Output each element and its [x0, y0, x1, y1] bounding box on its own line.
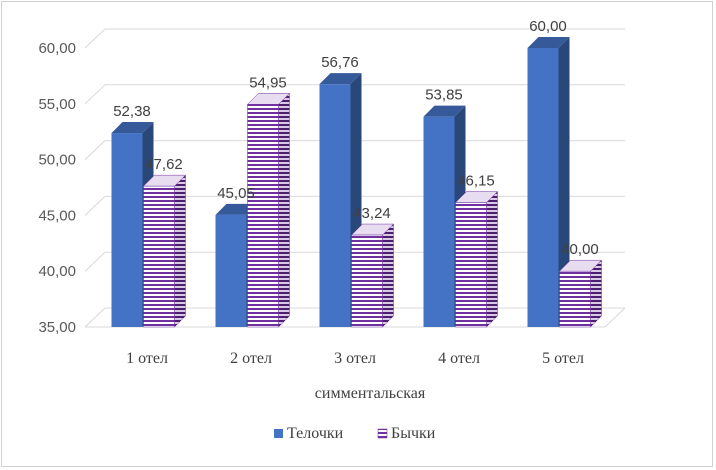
bar-side [590, 259, 602, 328]
data-label: 40,00 [561, 241, 599, 258]
x-category-label: 5 отел [542, 350, 584, 367]
bar-front [455, 202, 487, 328]
gridline-diag [84, 251, 106, 272]
y-tick-label: 60,00 [38, 40, 76, 57]
data-label: 46,15 [457, 173, 495, 190]
gridline-diag [84, 196, 106, 216]
bar-front [215, 214, 247, 327]
bar-bychki [142, 174, 187, 328]
data-label: 43,24 [353, 205, 391, 222]
bar-front [111, 133, 143, 327]
gridline-diag [84, 140, 106, 160]
bar-front [527, 48, 559, 327]
data-labels: 52,38 47,62 45,05 54,95 56,76 43,24 53,85 46,15… [113, 18, 599, 258]
bar-side [486, 190, 498, 328]
bars [111, 37, 603, 328]
gridline-diag [84, 28, 106, 49]
data-label: 56,76 [321, 54, 359, 71]
legend: Телочки Бычки [274, 425, 436, 442]
gridline-diag [84, 84, 106, 105]
bar-front [247, 104, 279, 328]
x-category-label: 1 отел [126, 350, 168, 367]
bar-top [319, 73, 362, 85]
gridline-diag [84, 307, 106, 328]
bar-side [174, 174, 186, 328]
bar-front [559, 270, 591, 328]
data-label: 47,62 [145, 156, 183, 173]
y-tick-label: 45,00 [38, 207, 76, 224]
bar-telochki [527, 37, 570, 327]
bar-bychki [454, 190, 499, 328]
y-tick-label: 50,00 [38, 152, 76, 169]
data-label: 45,05 [217, 185, 255, 202]
legend-swatch-telochki [274, 429, 283, 438]
legend-swatch-bychki [377, 428, 388, 439]
x-category-label: 3 отел [334, 350, 376, 367]
bar-bychki [350, 223, 395, 328]
bar-front [319, 84, 351, 327]
bar-top [111, 122, 154, 134]
floor-side-line [604, 307, 626, 328]
bar-side [558, 37, 570, 327]
y-tick-label: 40,00 [38, 263, 76, 280]
data-label: 54,95 [249, 74, 287, 91]
bar-front [423, 116, 455, 327]
legend-label-bychki: Бычки [391, 425, 436, 442]
x-axis-categories: 1 отел 2 отел 3 отел 4 отел 5 отел [126, 350, 584, 367]
data-label: 53,85 [425, 87, 463, 104]
bar-bychki [246, 92, 291, 328]
legend-label-telochki: Телочки [287, 425, 344, 442]
bar-top [423, 105, 466, 117]
data-label: 52,38 [113, 103, 151, 120]
bar-top [215, 203, 258, 215]
x-category-label: 4 отел [438, 350, 480, 367]
bar-bychki [558, 259, 603, 328]
y-tick-label: 35,00 [38, 319, 76, 336]
bar-side [382, 223, 394, 328]
x-category-label: 2 отел [230, 350, 272, 367]
bar-top [527, 37, 570, 48]
bar-telochki [111, 122, 154, 327]
bar-front [351, 234, 383, 328]
bar-front [143, 185, 175, 328]
y-tick-label: 55,00 [38, 96, 76, 113]
y-axis-ticks: 35,00 40,00 45,00 50,00 55,00 60,00 [38, 40, 76, 336]
bar-side [278, 92, 290, 328]
data-label: 60,00 [529, 18, 567, 35]
x-axis-title: симментальская [315, 385, 426, 402]
